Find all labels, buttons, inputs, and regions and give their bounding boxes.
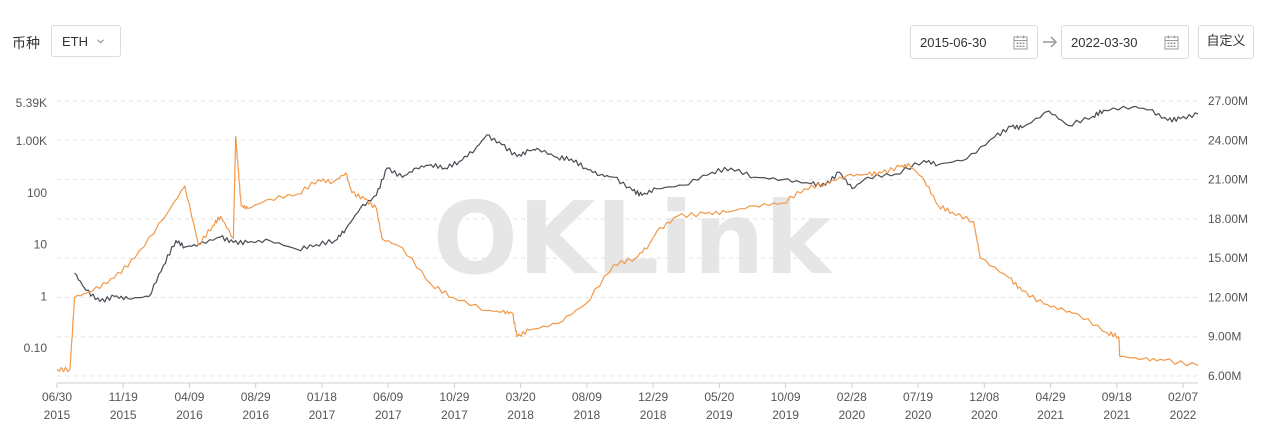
x-tick-year: 2018 <box>640 408 667 422</box>
x-tick-year: 2020 <box>905 408 932 422</box>
end-date-input[interactable]: 2022-03-30 <box>1061 25 1189 59</box>
x-tick-label: 02/07 <box>1168 390 1198 404</box>
right-tick-label: 18.00M <box>1208 212 1248 226</box>
start-date-input[interactable]: 2015-06-30 <box>910 25 1038 59</box>
x-tick-year: 2017 <box>375 408 402 422</box>
left-tick-label: 0.10 <box>24 341 48 355</box>
coin-label: 币种 <box>12 36 40 52</box>
x-tick-year: 2018 <box>574 408 601 422</box>
x-tick-label: 06/09 <box>373 390 403 404</box>
left-axis: 5.39K 1.00K 100 10 1 0.10 <box>16 96 48 355</box>
x-tick-label: 06/30 <box>42 390 72 404</box>
x-tick-year: 2019 <box>772 408 799 422</box>
coin-select[interactable]: ETH <box>51 25 121 57</box>
toolbar: 币种 ETH 2015-06-30 2022-03-30 自定 <box>0 0 1274 70</box>
right-axis: 27.00M 24.00M 21.00M 18.00M 15.00M 12.00M 9.00… <box>1208 94 1248 383</box>
x-tick-label: 09/18 <box>1102 390 1132 404</box>
x-tick-year: 2019 <box>706 408 733 422</box>
start-date-value: 2015-06-30 <box>920 35 987 50</box>
x-tick-label: 12/29 <box>638 390 668 404</box>
x-tick-label: 04/09 <box>174 390 204 404</box>
count-series-line <box>56 135 1199 373</box>
right-tick-label: 12.00M <box>1208 290 1248 304</box>
chevron-down-icon <box>97 39 104 44</box>
left-tick-label: 5.39K <box>16 96 47 110</box>
x-tick-label: 10/09 <box>771 390 801 404</box>
arrow-right-icon <box>1043 36 1058 48</box>
x-tick-label: 08/29 <box>241 390 271 404</box>
x-tick-label: 01/18 <box>307 390 337 404</box>
chart: OKLink 5.39K 1.00K 100 10 1 0.10 27.00M 24.00M… <box>16 94 1248 422</box>
coin-select-value: ETH <box>62 34 88 49</box>
right-tick-label: 27.00M <box>1208 94 1248 108</box>
x-tick-label: 04/29 <box>1036 390 1066 404</box>
x-tick-year: 2018 <box>507 408 534 422</box>
custom-range-button[interactable]: 自定义 <box>1198 25 1254 59</box>
x-tick-year: 2017 <box>441 408 468 422</box>
x-tick-label: 03/20 <box>506 390 536 404</box>
end-date-value: 2022-03-30 <box>1071 35 1138 50</box>
right-tick-label: 15.00M <box>1208 251 1248 265</box>
x-tick-label: 05/20 <box>704 390 734 404</box>
grid <box>57 100 1198 384</box>
x-axis: 06/30 2015 11/19 2015 04/09 2016 08/29 2016 01/1… <box>42 383 1198 422</box>
left-tick-label: 1.00K <box>16 134 47 148</box>
left-tick-label: 1 <box>40 289 47 303</box>
x-tick-year: 2016 <box>176 408 203 422</box>
right-tick-label: 21.00M <box>1208 173 1248 187</box>
x-tick-label: 10/29 <box>439 390 469 404</box>
left-tick-label: 10 <box>34 238 48 252</box>
right-tick-label: 6.00M <box>1208 369 1241 383</box>
x-tick-year: 2022 <box>1170 408 1197 422</box>
watermark: OKLink <box>433 180 834 297</box>
right-tick-label: 9.00M <box>1208 330 1241 344</box>
x-tick-label: 11/19 <box>109 390 138 404</box>
price-series-line <box>74 105 1199 303</box>
calendar-icon <box>1164 35 1179 50</box>
x-tick-label: 12/08 <box>969 390 999 404</box>
x-tick-year: 2020 <box>838 408 865 422</box>
x-tick-label: 07/19 <box>903 390 933 404</box>
x-tick-year: 2021 <box>1103 408 1130 422</box>
right-tick-label: 24.00M <box>1208 133 1248 147</box>
x-tick-year: 2016 <box>242 408 269 422</box>
x-tick-year: 2015 <box>110 408 137 422</box>
x-tick-year: 2015 <box>44 408 71 422</box>
left-tick-label: 100 <box>27 186 47 200</box>
calendar-icon <box>1013 35 1028 50</box>
x-tick-year: 2017 <box>309 408 336 422</box>
x-tick-year: 2021 <box>1037 408 1064 422</box>
x-tick-year: 2020 <box>971 408 998 422</box>
x-tick-label: 02/28 <box>837 390 867 404</box>
series-group <box>56 105 1199 373</box>
x-tick-label: 08/09 <box>572 390 602 404</box>
